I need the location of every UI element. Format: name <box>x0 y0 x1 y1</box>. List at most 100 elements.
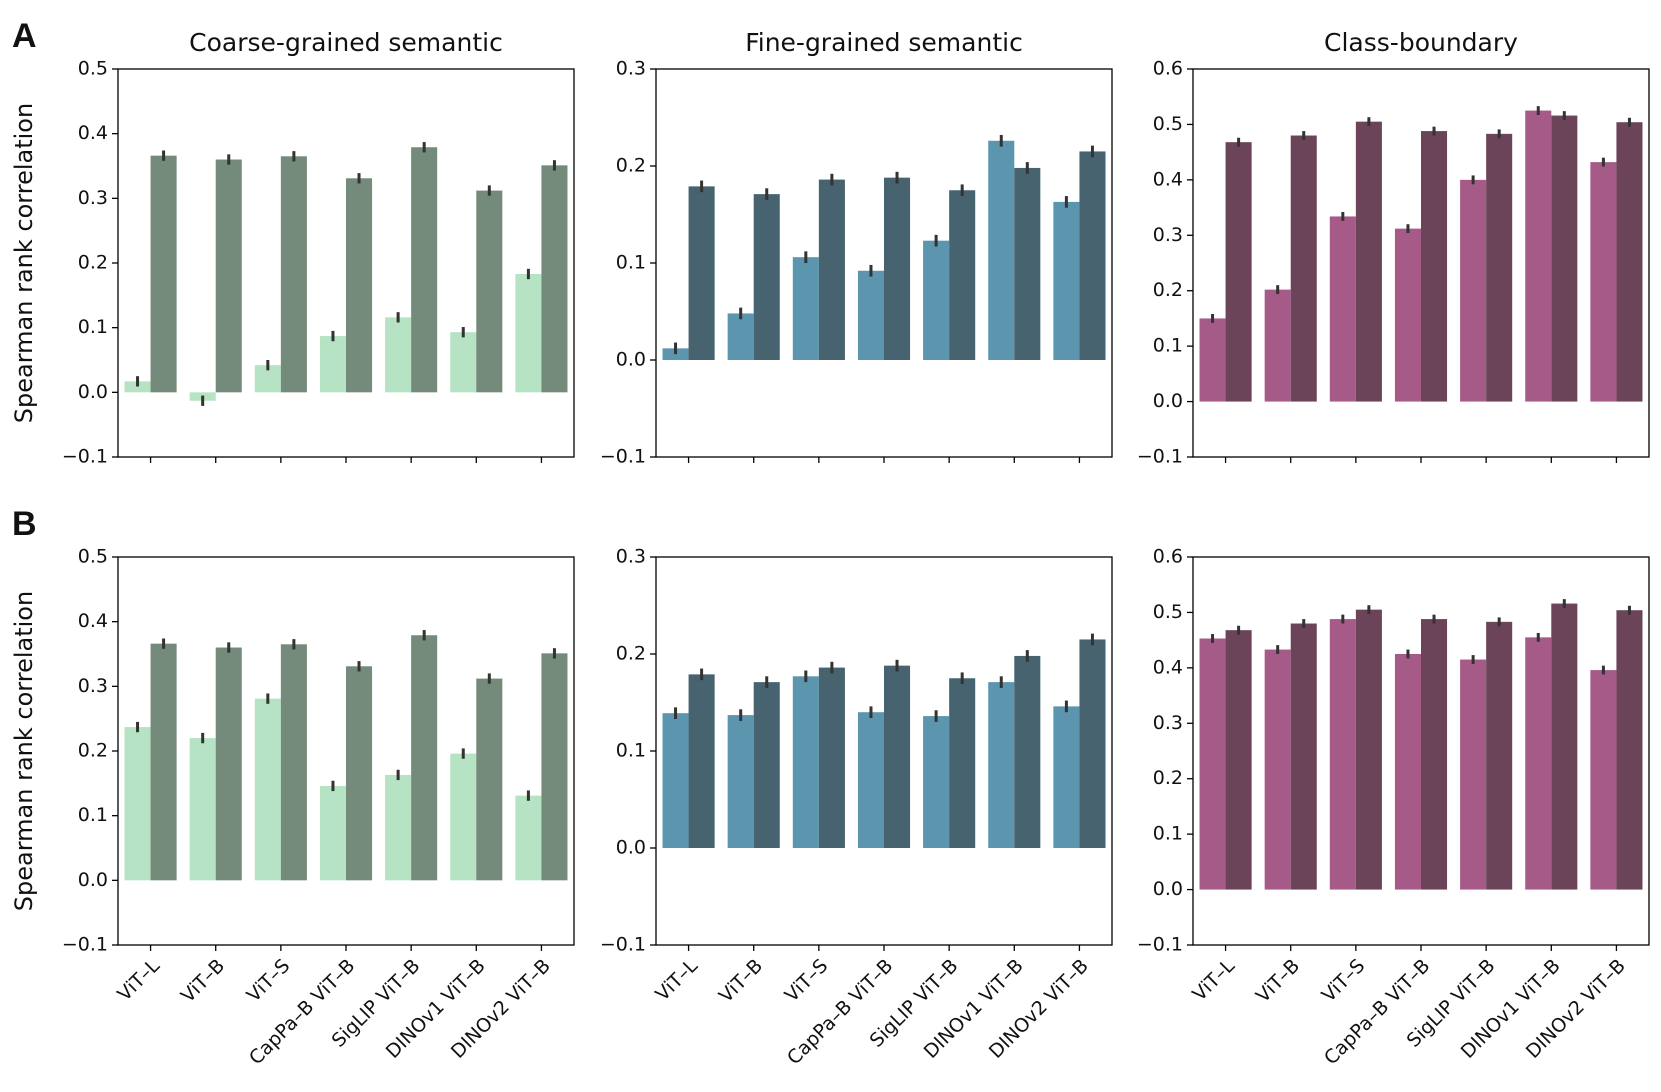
y-tick-label: −0.1 <box>1137 446 1183 468</box>
bar <box>450 332 477 393</box>
y-tick-label: 0.4 <box>1153 168 1183 190</box>
bar <box>541 165 568 393</box>
x-tick-label: ViT–S <box>243 955 295 1007</box>
bar <box>1525 637 1552 890</box>
y-tick-label: −0.1 <box>600 446 646 468</box>
bar <box>319 336 346 393</box>
bar <box>988 682 1015 848</box>
bar <box>541 653 568 881</box>
x-tick-label: ViT–L <box>651 955 702 1006</box>
y-tick-label: 0.3 <box>78 675 108 697</box>
bar <box>884 665 911 848</box>
bar <box>1079 151 1106 360</box>
bar <box>1053 201 1080 360</box>
y-tick-label: 0.5 <box>1153 113 1183 135</box>
bar <box>189 738 216 881</box>
y-tick-label: 0.1 <box>1153 823 1183 845</box>
y-tick-label: 0.5 <box>78 58 108 80</box>
bar <box>1355 609 1382 890</box>
y-tick-label: 0.1 <box>78 804 108 826</box>
bar <box>280 644 307 881</box>
y-tick-label: −0.1 <box>62 446 108 468</box>
y-tick-label: 0.5 <box>78 546 108 568</box>
bar <box>1525 110 1552 402</box>
y-tick-label: 0.6 <box>1153 546 1183 568</box>
bar <box>753 194 780 360</box>
bar <box>1590 162 1617 402</box>
y-tick-label: 0.1 <box>1153 335 1183 357</box>
bar <box>215 647 242 881</box>
bar <box>124 727 151 881</box>
bar <box>450 753 477 881</box>
y-tick-label: 0.3 <box>78 187 108 209</box>
panel-title: Fine-grained semantic <box>745 28 1023 57</box>
bar <box>1264 289 1291 402</box>
bar <box>1551 115 1578 402</box>
y-tick-label: 0.0 <box>1153 878 1183 900</box>
y-tick-label: −0.1 <box>600 934 646 956</box>
bar <box>346 666 373 881</box>
bar <box>857 712 884 848</box>
bar <box>385 774 412 881</box>
bar <box>476 190 503 393</box>
y-tick-label: 0.3 <box>1153 224 1183 246</box>
bar <box>515 795 542 881</box>
bar <box>1421 619 1448 890</box>
y-tick-label: 0.3 <box>616 58 646 80</box>
bar <box>857 270 884 360</box>
bar <box>753 682 780 848</box>
bar <box>1053 706 1080 848</box>
bar <box>150 155 177 393</box>
bar <box>884 177 911 360</box>
bar <box>1329 619 1356 890</box>
y-tick-label: 0.2 <box>616 155 646 177</box>
bar <box>1486 133 1513 402</box>
bar <box>1460 659 1487 890</box>
bar <box>1486 621 1513 890</box>
bar <box>1355 121 1382 402</box>
y-tick-label: 0.2 <box>616 643 646 665</box>
y-tick-label: 0.2 <box>78 740 108 762</box>
bar <box>988 140 1015 360</box>
bar <box>1290 623 1317 890</box>
bar <box>1616 122 1643 402</box>
bar <box>727 715 754 848</box>
bar <box>1079 639 1106 848</box>
bar <box>1616 610 1643 890</box>
bar <box>923 716 950 848</box>
panel-label: A <box>12 17 37 55</box>
bar <box>1460 179 1487 402</box>
y-tick-label: 0.0 <box>78 381 108 403</box>
y-tick-label: 0.3 <box>1153 712 1183 734</box>
y-tick-label: 0.1 <box>616 740 646 762</box>
bar <box>515 273 542 393</box>
y-tick-label: 0.1 <box>616 252 646 274</box>
y-tick-label: 0.0 <box>616 349 646 371</box>
bar <box>1225 630 1252 890</box>
bar <box>1394 654 1421 890</box>
bar <box>254 698 281 881</box>
y-tick-label: 0.4 <box>78 610 108 632</box>
bar <box>411 147 438 393</box>
bar <box>792 257 819 360</box>
bar <box>688 186 715 360</box>
bar <box>150 643 177 881</box>
y-tick-label: 0.2 <box>78 252 108 274</box>
y-tick-label: −0.1 <box>1137 934 1183 956</box>
bar <box>1421 131 1448 402</box>
y-axis-label: Spearman rank correlation <box>10 591 38 911</box>
bar <box>215 159 242 393</box>
y-tick-label: 0.5 <box>1153 601 1183 623</box>
x-tick-label: ViT–L <box>113 955 164 1006</box>
bar <box>385 317 412 393</box>
bar <box>923 240 950 360</box>
bar <box>1199 638 1226 890</box>
bar <box>1290 135 1317 402</box>
panel-title: Class-boundary <box>1324 28 1518 57</box>
bar <box>411 635 438 881</box>
bar <box>949 678 976 848</box>
bar <box>818 667 845 848</box>
bar <box>124 381 151 393</box>
